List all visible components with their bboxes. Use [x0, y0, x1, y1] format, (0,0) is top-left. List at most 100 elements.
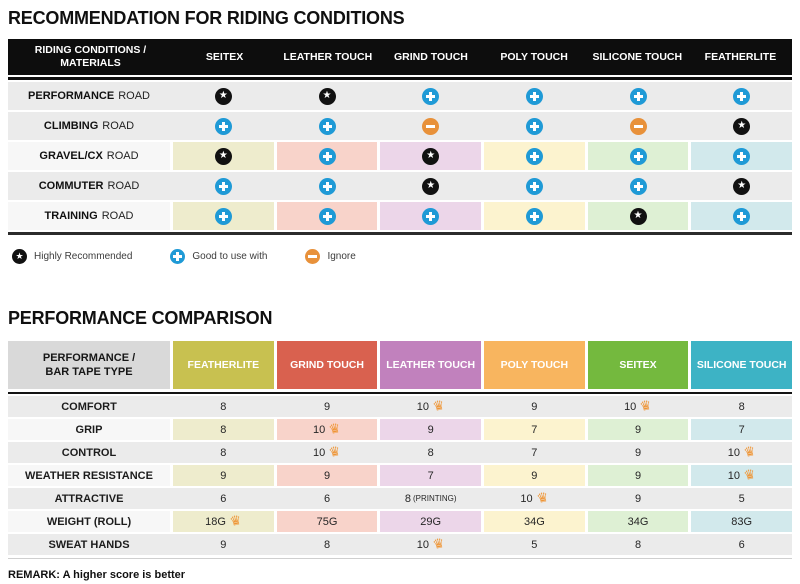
rating-cell — [588, 82, 689, 110]
rating-icon — [422, 207, 440, 225]
score-cell: 9 — [588, 488, 689, 509]
rating-icon — [733, 207, 751, 225]
score-cell: 10 — [691, 442, 792, 463]
rating-icon — [733, 147, 751, 165]
score-value: 5 — [531, 538, 538, 551]
rating-cell — [484, 202, 585, 230]
score-cell: 9 — [173, 465, 274, 486]
remark-text: REMARK: A higher score is better — [8, 569, 186, 581]
crown-icon — [431, 536, 445, 551]
plus-icon — [170, 249, 186, 264]
header-divider — [8, 392, 792, 394]
crown-icon — [328, 444, 342, 459]
score-cell: 8 — [277, 534, 378, 555]
score-value: 10 — [520, 492, 533, 505]
score-cell: 9 — [277, 396, 378, 417]
score-value: 8 — [220, 446, 227, 459]
score-value: 6 — [323, 492, 331, 505]
score-value: 6 — [220, 492, 227, 505]
score-cell: 8 — [588, 534, 689, 555]
rating-icon — [525, 87, 543, 105]
score-cell: 9 — [276, 465, 378, 486]
rating-cell — [380, 202, 482, 230]
row-label: COMFORT — [61, 400, 117, 413]
legend-item-good-to-use: Good to use with — [170, 249, 267, 264]
row-label: CLIMBING ROAD — [43, 120, 135, 132]
crown-icon — [535, 490, 549, 505]
score-value: 9 — [220, 469, 227, 482]
rating-cell — [173, 112, 274, 140]
table-row-grip: GRIP 8 10 9 7 9 7 — [8, 419, 793, 440]
score-value: 8 — [404, 492, 411, 505]
table-row-performance-road: PERFORMANCE ROAD — [8, 82, 792, 110]
star-icon — [12, 249, 27, 264]
row-label: GRAVEL/CX ROAD — [8, 142, 170, 170]
rating-icon — [318, 207, 336, 225]
crown-icon — [228, 513, 242, 528]
row-label: PERFORMANCE ROAD — [28, 90, 150, 102]
score-cell: 9 — [484, 465, 585, 486]
rating-icon — [214, 147, 232, 165]
score-value: 7 — [427, 469, 434, 482]
score-cell: 9 — [484, 396, 585, 417]
score-value: 9 — [531, 469, 538, 482]
score-value: 10 — [727, 446, 740, 459]
score-cell: 10 — [277, 442, 378, 463]
rating-cell — [484, 112, 585, 140]
score-value: 10 — [416, 400, 429, 413]
score-value: 9 — [634, 469, 642, 482]
legend-label: Highly Recommended — [34, 251, 133, 262]
rating-cell — [691, 172, 792, 200]
rating-icon — [733, 177, 751, 195]
perf-header-label-line2: BAR TAPE TYPE — [45, 366, 133, 378]
rating-icon — [629, 177, 647, 195]
rating-icon — [318, 87, 336, 105]
score-cell: 6 — [691, 534, 792, 555]
score-cell: 8 — [173, 396, 274, 417]
row-label: COMMUTER ROAD — [38, 180, 140, 192]
perf-header-label-cell: PERFORMANCE / BAR TAPE TYPE — [8, 341, 170, 389]
rating-icon — [525, 207, 543, 225]
score-cell: 9 — [173, 534, 274, 555]
score-value: 7 — [531, 446, 538, 459]
rating-icon — [525, 177, 543, 195]
rating-cell — [380, 142, 482, 170]
rating-cell — [173, 172, 274, 200]
score-cell: 9 — [587, 465, 689, 486]
score-cell: 7 — [380, 465, 482, 486]
legend: Highly Recommended Good to use with Igno… — [12, 249, 792, 264]
rating-icon — [422, 87, 440, 105]
score-value: 8 — [427, 446, 434, 459]
score-value: 7 — [738, 423, 745, 436]
score-value: 9 — [634, 492, 642, 505]
column-header-silicone-touch: SILICONE TOUCH — [592, 51, 683, 63]
rating-icon — [318, 177, 336, 195]
row-label: WEATHER RESISTANCE — [8, 465, 170, 486]
crown-icon — [742, 467, 756, 482]
rating-icon — [629, 87, 647, 105]
score-suffix: (PRINTING) — [412, 494, 457, 503]
rating-cell — [277, 172, 378, 200]
performance-table-title: PERFORMANCE COMPARISON — [8, 308, 273, 328]
column-header-leather-touch: LEATHER TOUCH — [283, 51, 373, 63]
score-value: 8 — [220, 423, 227, 436]
score-cell: 8 (PRINTING) — [380, 488, 481, 509]
rating-cell — [173, 142, 274, 170]
riding-table-header: RIDING CONDITIONS / MATERIALS SEITEX LEA… — [8, 39, 792, 75]
rating-icon — [422, 117, 440, 135]
rating-icon — [422, 177, 440, 195]
row-label: WEIGHT (ROLL) — [8, 511, 170, 532]
score-value: 9 — [427, 423, 434, 436]
score-cell: 5 — [691, 488, 792, 509]
score-value: 10 — [313, 423, 326, 436]
table-row-attractive: ATTRACTIVE 6 6 8(PRINTING) 10 9 5 — [8, 488, 792, 509]
rating-cell — [691, 142, 793, 170]
score-value: 8 — [220, 400, 227, 413]
table-row-control: CONTROL 8 10 8 7 9 10 — [8, 442, 792, 463]
rating-cell — [588, 112, 689, 140]
score-cell: 10 — [380, 396, 481, 417]
score-cell: 10 — [691, 465, 793, 486]
score-cell: 10 — [588, 396, 689, 417]
rating-icon — [214, 87, 232, 105]
rating-icon — [629, 147, 647, 165]
